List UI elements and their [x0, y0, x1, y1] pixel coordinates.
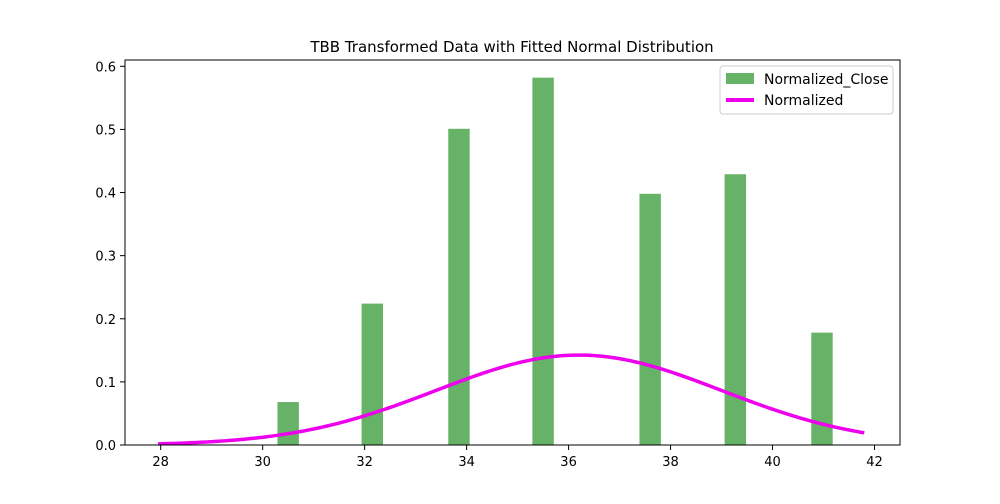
x-tick-label: 38: [662, 455, 679, 470]
histogram-bar: [811, 332, 833, 445]
y-tick-label: 0.2: [95, 313, 116, 328]
x-tick-label: 32: [356, 455, 373, 470]
x-tick-label: 36: [560, 455, 577, 470]
y-tick-label: 0.4: [95, 187, 116, 202]
axes-frame: [124, 59, 901, 446]
legend: Normalized_Close Normalized: [719, 65, 894, 115]
histogram-bar: [639, 193, 661, 445]
x-tick-label: 42: [866, 455, 883, 470]
normal-fit-line: [158, 353, 865, 446]
chart-title: TBB Transformed Data with Fitted Normal …: [309, 38, 713, 56]
y-tick-label: 0.5: [95, 123, 116, 138]
y-tick-label: 0.0: [95, 439, 116, 454]
histogram-bar: [448, 128, 470, 445]
y-axis: 0.0 0.1 0.2 0.3 0.4 0.5 0.6: [95, 60, 125, 454]
legend-label-normalized-close: Normalized_Close: [764, 72, 889, 88]
y-tick-label: 0.1: [95, 376, 116, 391]
legend-label-normalized: Normalized: [764, 93, 843, 109]
x-tick-label: 40: [764, 455, 781, 470]
histogram-bar: [361, 303, 383, 445]
y-tick-label: 0.6: [95, 60, 116, 75]
x-axis: 28 30 32 34 36 38 40 42: [152, 445, 883, 470]
x-tick-label: 34: [458, 455, 475, 470]
histogram-bar: [532, 77, 554, 446]
x-tick-label: 30: [254, 455, 271, 470]
legend-swatch-normalized-close: [726, 73, 754, 84]
histogram-bar: [724, 174, 747, 445]
x-tick-label: 28: [152, 455, 169, 470]
histogram-bar: [277, 402, 299, 445]
legend-box: [719, 65, 894, 115]
y-tick-label: 0.3: [95, 250, 116, 265]
plot-area: [158, 77, 865, 446]
